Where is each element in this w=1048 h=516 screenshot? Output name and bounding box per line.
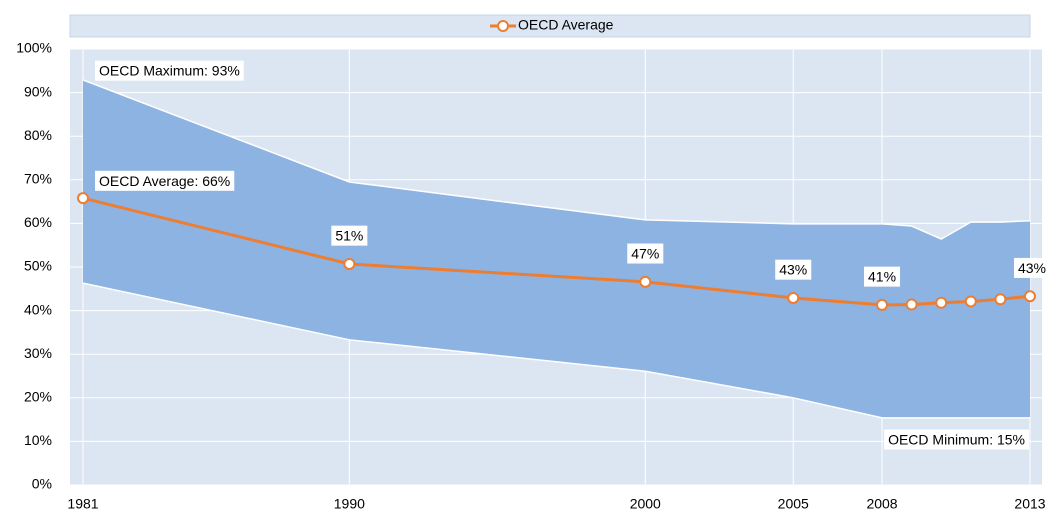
x-tick-label: 1990	[334, 496, 365, 512]
y-tick-label: 40%	[24, 301, 52, 317]
y-tick-label: 100%	[16, 40, 52, 56]
y-tick-label: 50%	[24, 258, 52, 274]
range-lower-edge	[82, 282, 1030, 419]
data-label: 43%	[779, 262, 807, 278]
data-label: 43%	[1018, 260, 1046, 276]
data-label-box	[775, 259, 812, 280]
x-tick-label: 2013	[1014, 496, 1045, 512]
point	[876, 298, 889, 311]
y-tick-label: 0%	[32, 476, 52, 492]
y-tick-label: 30%	[24, 345, 52, 361]
data-label: 51%	[335, 228, 363, 244]
range-upper-edge	[82, 79, 1031, 240]
y-tick-label: 70%	[24, 171, 52, 187]
series-line	[82, 196, 1031, 307]
range-lower-label-box	[884, 429, 1029, 450]
data-label-box	[1013, 257, 1048, 278]
y-tick-label: 10%	[24, 432, 52, 448]
point	[639, 275, 652, 288]
data-label-box	[864, 266, 901, 287]
point	[343, 257, 356, 270]
point	[905, 298, 918, 311]
data-label-box	[627, 243, 664, 264]
point	[77, 192, 89, 205]
data-label-box	[331, 225, 368, 246]
legend-box	[69, 14, 1031, 38]
range-lower-label: OECD Minimum: 15%	[888, 432, 1025, 448]
point	[935, 296, 948, 309]
y-tick-label: 60%	[24, 214, 52, 230]
point	[1024, 290, 1036, 303]
y-tick-label: 80%	[24, 127, 52, 143]
x-tick-label: 2000	[630, 496, 661, 512]
legend-marker	[497, 20, 509, 32]
range-upper-label-box	[95, 60, 244, 81]
legend-label: OECD Average	[518, 17, 614, 33]
point	[964, 295, 977, 308]
data-label: 47%	[631, 246, 659, 262]
x-tick-label: 1981	[67, 496, 98, 512]
data-label: OECD Average: 66%	[99, 173, 230, 189]
range-upper-label: OECD Maximum: 93%	[99, 63, 240, 79]
y-tick-label: 20%	[24, 389, 52, 405]
point	[994, 293, 1007, 306]
y-tick-label: 90%	[24, 83, 52, 99]
data-label: 41%	[868, 269, 896, 285]
x-tick-label: 2008	[866, 496, 897, 512]
point	[787, 291, 800, 304]
data-label-box	[95, 170, 235, 191]
x-tick-label: 2005	[778, 496, 809, 512]
